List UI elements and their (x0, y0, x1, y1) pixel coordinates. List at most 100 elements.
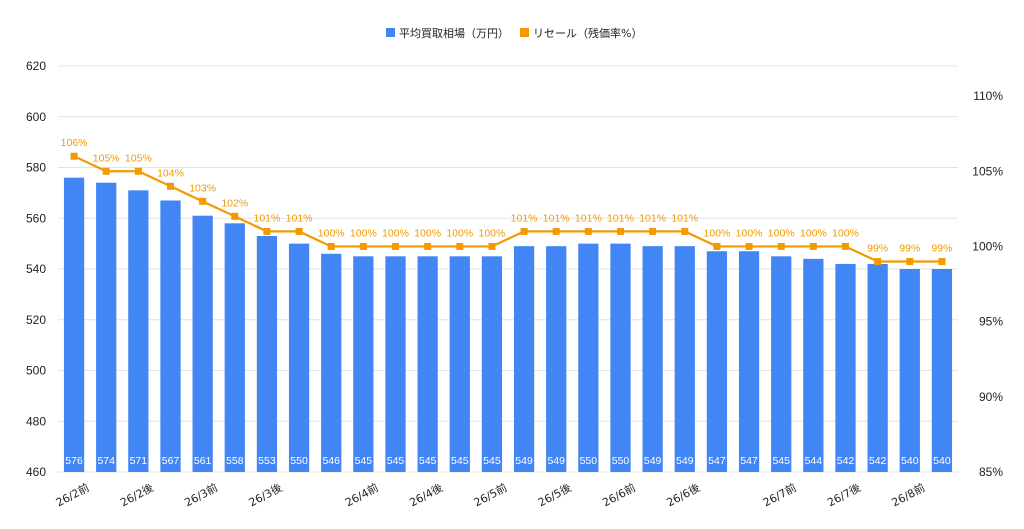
line-point (359, 242, 367, 250)
bar-value-label: 540 (933, 455, 951, 467)
bar (513, 246, 535, 472)
bar (867, 263, 888, 472)
line-value-label: 99% (867, 242, 888, 254)
line-value-label: 104% (157, 167, 184, 179)
bar (706, 251, 728, 472)
line-point (649, 227, 657, 235)
line-value-label: 99% (899, 242, 920, 254)
line-value-label: 100% (446, 227, 473, 239)
line-value-label: 105% (125, 152, 152, 164)
line-value-label: 101% (511, 212, 538, 224)
line-point (777, 242, 785, 250)
bar (449, 256, 470, 472)
bar-data-labels: 576 574 571 567 561 558 553 550 546 545 545 545 545 5… (65, 455, 951, 467)
line-value-label: 101% (639, 212, 666, 224)
line-point (392, 242, 399, 250)
y-left-tick-label: 580 (26, 161, 46, 175)
bar (128, 190, 149, 472)
line-point (70, 152, 78, 160)
y-right-tick-label: 110% (973, 89, 1003, 103)
bar (771, 256, 792, 472)
x-tick-label: 26/5前 (471, 480, 509, 509)
bar-value-label: 545 (419, 455, 437, 467)
bar-value-label: 545 (772, 455, 790, 467)
bar-value-label: 574 (97, 455, 115, 467)
line-value-label: 100% (703, 227, 730, 239)
bar-value-label: 545 (483, 455, 501, 467)
line-point (134, 167, 142, 175)
legend-swatch-line (520, 28, 529, 37)
x-tick-label: 26/3前 (182, 480, 220, 509)
bar (385, 256, 406, 472)
line-value-label: 100% (318, 227, 345, 239)
line-value-label: 100% (800, 227, 827, 239)
bar-value-label: 549 (676, 455, 694, 467)
line-point (745, 242, 753, 250)
line-value-label: 101% (575, 212, 602, 224)
bar-value-label: 576 (65, 455, 83, 467)
line-point (520, 227, 528, 235)
line-value-label: 102% (221, 197, 248, 209)
bar (931, 269, 953, 472)
line-point (938, 257, 946, 265)
y-right-tick-label: 85% (979, 465, 1003, 479)
y-left-tick-label: 500 (26, 364, 46, 378)
line-point (263, 227, 271, 235)
bar-value-label: 544 (805, 455, 823, 467)
y-left-tick-label: 540 (26, 262, 46, 276)
bar-value-label: 571 (130, 455, 148, 467)
x-tick-label: 26/6前 (600, 480, 638, 509)
line-data-labels: 106% 105% 105% 104% 103% 102% 101% 101% 100% 100%… (61, 137, 953, 254)
bar-value-label: 545 (451, 455, 469, 467)
y-left-tick-label: 480 (26, 414, 46, 428)
x-tick-label: 26/2前 (53, 480, 91, 509)
bar (256, 236, 278, 472)
y-axis-right: 85% 90% 95% 100% 105% 110% (972, 89, 1003, 479)
bar (63, 177, 85, 472)
line-point (552, 227, 560, 235)
line-point (231, 212, 239, 220)
bar (674, 246, 695, 472)
bar-value-label: 549 (515, 455, 533, 467)
bar-value-label: 549 (644, 455, 662, 467)
y-left-tick-label: 560 (26, 211, 46, 225)
bar-value-label: 542 (869, 455, 887, 467)
bar-value-label: 546 (322, 455, 340, 467)
bar (417, 256, 438, 472)
legend-label-bar: 平均買取相場（万円） (399, 27, 509, 40)
bar-series (63, 177, 953, 473)
bar (321, 253, 342, 472)
bar-value-label: 545 (355, 455, 373, 467)
legend-swatch-bar (386, 28, 395, 37)
line-point (327, 242, 335, 250)
line-value-label: 101% (253, 212, 280, 224)
bar-value-label: 542 (837, 455, 855, 467)
bar-value-label: 550 (290, 455, 308, 467)
bar-value-label: 540 (901, 455, 919, 467)
line-value-label: 103% (189, 182, 216, 194)
line-value-label: 99% (931, 242, 952, 254)
y-right-tick-label: 105% (972, 164, 1003, 178)
x-tick-label: 26/4後 (407, 480, 445, 509)
line-value-label: 101% (607, 212, 634, 224)
line-value-label: 101% (671, 212, 698, 224)
line-point (617, 227, 624, 235)
y-left-tick-label: 520 (26, 313, 46, 327)
line-value-label: 100% (768, 227, 795, 239)
bar (610, 243, 631, 472)
bar (642, 246, 663, 472)
y-right-tick-label: 100% (972, 239, 1003, 253)
y-left-tick-label: 460 (26, 465, 46, 479)
bar (481, 256, 503, 472)
line-point (681, 227, 689, 235)
bar-value-label: 550 (612, 455, 630, 467)
x-axis-labels: 26/2前 26/2後 26/3前 26/3後 26/4前 26/4後 26/5前 26/5後… (53, 480, 927, 509)
bar-value-label: 549 (547, 455, 565, 467)
bar-value-label: 545 (387, 455, 405, 467)
x-tick-label: 26/3後 (246, 480, 284, 509)
y-right-tick-label: 95% (979, 315, 1003, 329)
line-value-label: 101% (286, 212, 313, 224)
bar (353, 256, 374, 472)
x-tick-label: 26/4前 (343, 480, 381, 509)
x-tick-label: 26/8前 (889, 480, 927, 509)
